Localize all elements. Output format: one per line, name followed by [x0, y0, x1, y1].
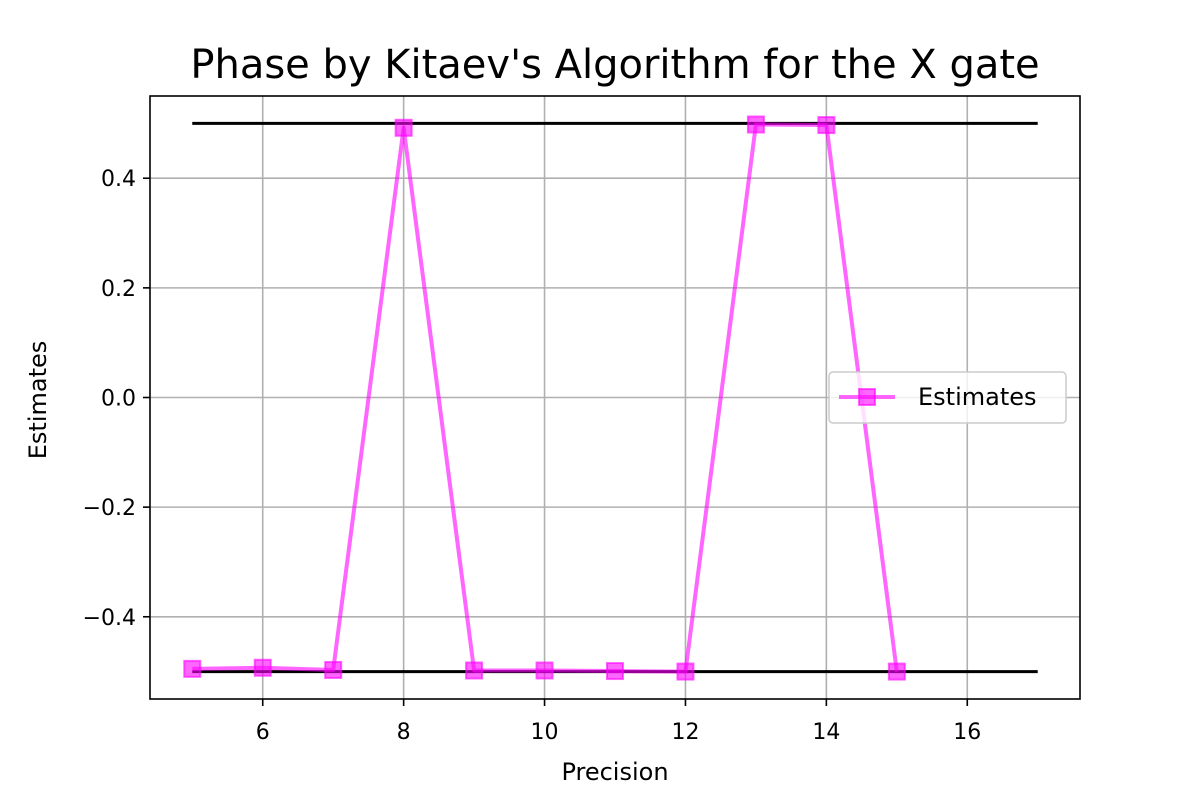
data-point	[535, 661, 554, 680]
x-axis-ticks: 6 8 10 12 14 16	[256, 699, 981, 745]
y-axis-ticks: −0.4 −0.2 0.0 0.2 0.4	[83, 167, 150, 631]
x-tick-label: 8	[397, 720, 411, 745]
data-point	[465, 661, 484, 680]
data-point	[817, 116, 836, 135]
y-tick-label: −0.2	[83, 496, 136, 521]
data-point	[253, 658, 272, 677]
data-point	[746, 115, 765, 134]
chart-title: Phase by Kitaev's Algorithm for the X ga…	[190, 42, 1039, 88]
y-tick-label: −0.4	[83, 606, 136, 631]
data-point	[183, 659, 202, 678]
legend: Estimates	[828, 371, 1067, 424]
legend-marker	[858, 388, 876, 406]
x-tick-label: 10	[531, 720, 559, 745]
data-point	[394, 118, 413, 137]
x-axis-label: Precision	[561, 758, 668, 786]
y-axis-label: Estimates	[24, 341, 52, 460]
data-point	[887, 662, 906, 681]
series	[183, 115, 906, 681]
data-point	[606, 662, 624, 681]
legend-label: Estimates	[918, 383, 1037, 411]
data-point	[324, 660, 343, 679]
y-tick-label: 0.0	[101, 387, 136, 412]
x-tick-label: 16	[953, 720, 981, 745]
y-tick-label: 0.2	[101, 277, 136, 302]
x-tick-label: 12	[671, 720, 699, 745]
x-tick-label: 6	[256, 720, 270, 745]
data-point	[676, 662, 695, 681]
x-tick-label: 14	[812, 720, 840, 745]
legend-frame	[828, 371, 1067, 424]
y-tick-label: 0.4	[101, 167, 136, 192]
